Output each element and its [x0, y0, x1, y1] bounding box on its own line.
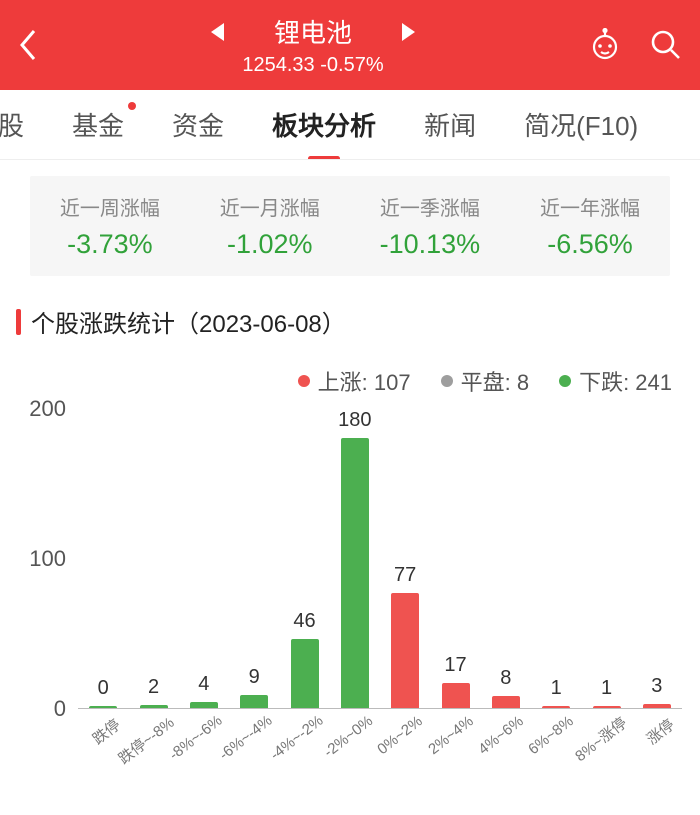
x-tick-label: 6%~8% [525, 713, 577, 758]
bar-group: 18%~涨停 [593, 706, 621, 708]
bar [341, 438, 369, 708]
period-change-panel: 近一周涨幅 -3.73% 近一月涨幅 -1.02% 近一季涨幅 -10.13% 近一年涨幅 -… [30, 176, 670, 276]
chart-plot-area: 0跌停 2跌停~-8% 4-8%~-6% 9-6%~-4% 46-4%~-2% 180-2… [78, 409, 682, 709]
bar-value-label: 1 [601, 677, 612, 700]
stat-value: -6.56% [547, 229, 633, 260]
distribution-chart: 0100200 0跌停2跌停~-8%4-8%~-6%9-6%~-4%46-4%~… [10, 409, 690, 809]
bar-value-label: 46 [293, 610, 315, 633]
bar-value-label: 0 [98, 677, 109, 700]
bar-group: 770%~2% [391, 593, 419, 709]
page-title: 锂电池 [274, 13, 352, 50]
legend-dot [298, 375, 310, 387]
robot-icon[interactable] [588, 28, 622, 62]
bar [89, 706, 117, 708]
tab-item[interactable]: 简况(F10) [514, 106, 648, 143]
bar [442, 683, 470, 709]
y-tick-label: 100 [29, 546, 66, 572]
bar [391, 593, 419, 709]
legend-dot [559, 375, 571, 387]
bar-value-label: 9 [249, 666, 260, 689]
stat-value: -10.13% [380, 229, 481, 260]
bar [240, 695, 268, 709]
next-icon[interactable] [398, 21, 418, 43]
legend-item: 上涨: 107 [298, 365, 411, 397]
legend-text: 下跌: 241 [579, 365, 672, 397]
tab-item[interactable]: 板块分析 [262, 106, 386, 143]
x-tick-label: 跌停 [88, 714, 125, 749]
index-change: -0.57% [320, 54, 383, 76]
x-tick-label: 跌停~-8% [113, 712, 177, 769]
stat-card: 近一季涨幅 -10.13% [380, 192, 481, 260]
stat-label: 近一月涨幅 [220, 192, 320, 221]
bar [492, 696, 520, 708]
index-summary: 1254.33 -0.57% [242, 54, 383, 77]
y-axis: 0100200 [10, 409, 72, 709]
section-title: 个股涨跌统计（2023-06-08） [16, 304, 700, 339]
y-tick-label: 0 [54, 696, 66, 722]
x-tick-label: 涨停 [642, 714, 679, 749]
bar-group: 2跌停~-8% [140, 705, 168, 708]
x-tick-label: 4%~6% [475, 713, 527, 758]
x-tick-label: 2%~4% [425, 713, 477, 758]
bar-value-label: 17 [444, 654, 466, 677]
stat-card: 近一月涨幅 -1.02% [220, 192, 320, 260]
app-header: 锂电池 1254.33 -0.57% [0, 0, 700, 90]
bar-group: 16%~8% [542, 706, 570, 708]
bar [140, 705, 168, 708]
bar-value-label: 77 [394, 564, 416, 587]
search-icon[interactable] [650, 29, 682, 61]
bar-group: 180-2%~0% [341, 438, 369, 708]
bar-value-label: 180 [338, 409, 371, 432]
bar [593, 706, 621, 708]
bar-group: 3涨停 [643, 704, 671, 709]
legend-text: 平盘: 8 [461, 365, 529, 397]
tab-item[interactable]: 新闻 [414, 106, 486, 143]
stat-label: 近一季涨幅 [380, 192, 480, 221]
bar-value-label: 2 [148, 676, 159, 699]
x-tick-label: 0%~2% [374, 713, 426, 758]
x-tick-label: -4%~-2% [267, 712, 326, 764]
bar-group: 84%~6% [492, 696, 520, 708]
bar [542, 706, 570, 708]
x-tick-label: 8%~涨停 [570, 712, 631, 766]
x-tick-label: -2%~0% [320, 712, 375, 761]
bar-group: 9-6%~-4% [240, 695, 268, 709]
tab-bar: 股基金资金板块分析新闻简况(F10) [0, 90, 700, 160]
stat-label: 近一年涨幅 [540, 192, 640, 221]
bar-value-label: 1 [551, 677, 562, 700]
stat-value: -1.02% [227, 229, 313, 260]
legend-item: 平盘: 8 [441, 365, 529, 397]
section-title-text: 个股涨跌统计（2023-06-08） [31, 304, 346, 339]
tab-item[interactable]: 基金 [62, 106, 134, 143]
back-icon[interactable] [18, 28, 38, 62]
bar-group: 0跌停 [89, 706, 117, 708]
bar-value-label: 8 [500, 667, 511, 690]
prev-icon[interactable] [208, 21, 228, 43]
y-tick-label: 200 [29, 396, 66, 422]
stat-label: 近一周涨幅 [60, 192, 160, 221]
index-value: 1254.33 [242, 54, 314, 76]
bar-value-label: 3 [651, 675, 662, 698]
bar-value-label: 4 [198, 673, 209, 696]
stat-card: 近一周涨幅 -3.73% [60, 192, 160, 260]
notification-dot [128, 102, 136, 110]
bar [291, 639, 319, 708]
bar-group: 46-4%~-2% [291, 639, 319, 708]
bar [190, 702, 218, 708]
tab-item[interactable]: 股 [0, 106, 34, 143]
chart-legend: 上涨: 107 平盘: 8 下跌: 241 [0, 365, 672, 397]
stat-card: 近一年涨幅 -6.56% [540, 192, 640, 260]
bar-group: 4-8%~-6% [190, 702, 218, 708]
legend-text: 上涨: 107 [318, 365, 411, 397]
stat-value: -3.73% [67, 229, 153, 260]
bar-group: 172%~4% [442, 683, 470, 709]
legend-item: 下跌: 241 [559, 365, 672, 397]
bar [643, 704, 671, 709]
legend-dot [441, 375, 453, 387]
tab-item[interactable]: 资金 [162, 106, 234, 143]
x-tick-label: -8%~-6% [166, 712, 225, 764]
x-tick-label: -6%~-4% [216, 712, 275, 764]
